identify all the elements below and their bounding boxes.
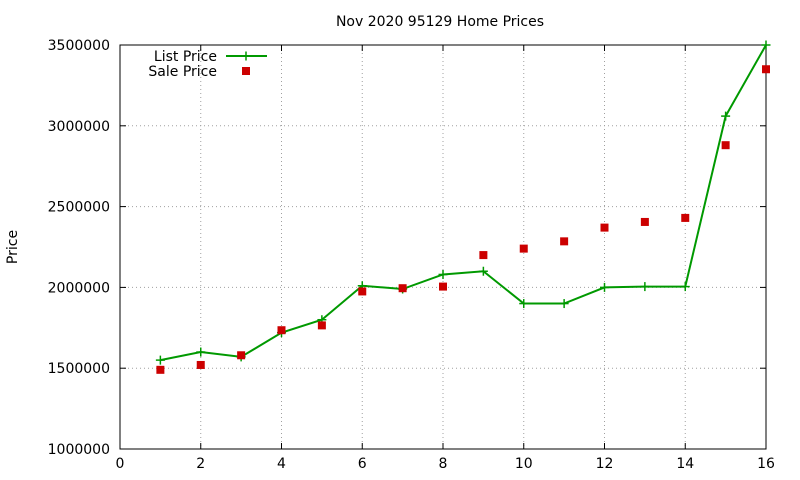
legend-marker-list-price — [241, 51, 251, 61]
sale-price-point — [721, 141, 730, 150]
list-price-point — [721, 111, 731, 121]
y-tick-label: 3500000 — [48, 38, 110, 54]
list-price-point — [155, 355, 165, 365]
x-tick-label: 6 — [358, 456, 367, 472]
list-price-point — [196, 347, 206, 357]
data-series — [155, 40, 771, 374]
x-tick-label: 4 — [277, 456, 286, 472]
list-price-series — [155, 40, 771, 365]
sale-price-point — [358, 287, 367, 296]
sale-price-point — [156, 365, 165, 374]
x-tick-label: 10 — [515, 456, 533, 472]
axis-ticks: 1000000 1500000 2000000 2500000 3000000 35000… — [48, 38, 775, 472]
legend-label-sale-price: Sale Price — [148, 64, 217, 80]
sale-price-point — [640, 217, 649, 226]
x-tick-label: 2 — [196, 456, 205, 472]
y-tick-label: 2500000 — [48, 200, 110, 216]
y-tick-label: 1500000 — [48, 361, 110, 377]
sale-price-point — [277, 326, 286, 335]
sale-price-point — [479, 251, 488, 260]
sale-price-point — [560, 237, 569, 246]
sale-price-point — [398, 284, 407, 293]
list-price-point — [640, 282, 650, 292]
y-axis-label: Price — [5, 230, 21, 264]
list-price-point — [519, 299, 529, 309]
legend-marker-sale-price — [242, 67, 250, 75]
sale-price-point — [519, 244, 528, 253]
list-price-point — [478, 266, 488, 276]
x-tick-label: 0 — [116, 456, 125, 472]
grid-lines — [120, 45, 766, 449]
y-tick-label: 1000000 — [48, 442, 110, 458]
sale-price-point — [237, 351, 246, 360]
list-price-point — [438, 269, 448, 279]
sale-price-series — [156, 65, 770, 374]
list-price-point — [761, 40, 771, 50]
sale-price-point — [681, 213, 690, 222]
x-tick-label: 14 — [676, 456, 694, 472]
legend-label-list-price: List Price — [154, 49, 217, 65]
y-tick-label: 2000000 — [48, 280, 110, 296]
chart-title: Nov 2020 95129 Home Prices — [336, 14, 544, 30]
x-tick-label: 16 — [757, 456, 775, 472]
list-price-point — [600, 282, 609, 292]
sale-price-point — [439, 282, 447, 291]
x-tick-label: 12 — [596, 456, 614, 472]
x-tick-label: 8 — [439, 456, 448, 472]
list-price-point — [559, 299, 569, 309]
sale-price-point — [317, 321, 326, 330]
sale-price-point — [762, 65, 770, 74]
list-price-point — [680, 282, 690, 292]
sale-price-point — [600, 223, 609, 232]
list-price-line — [160, 44, 767, 362]
sale-price-point — [196, 360, 205, 369]
y-tick-label: 3000000 — [48, 119, 110, 135]
